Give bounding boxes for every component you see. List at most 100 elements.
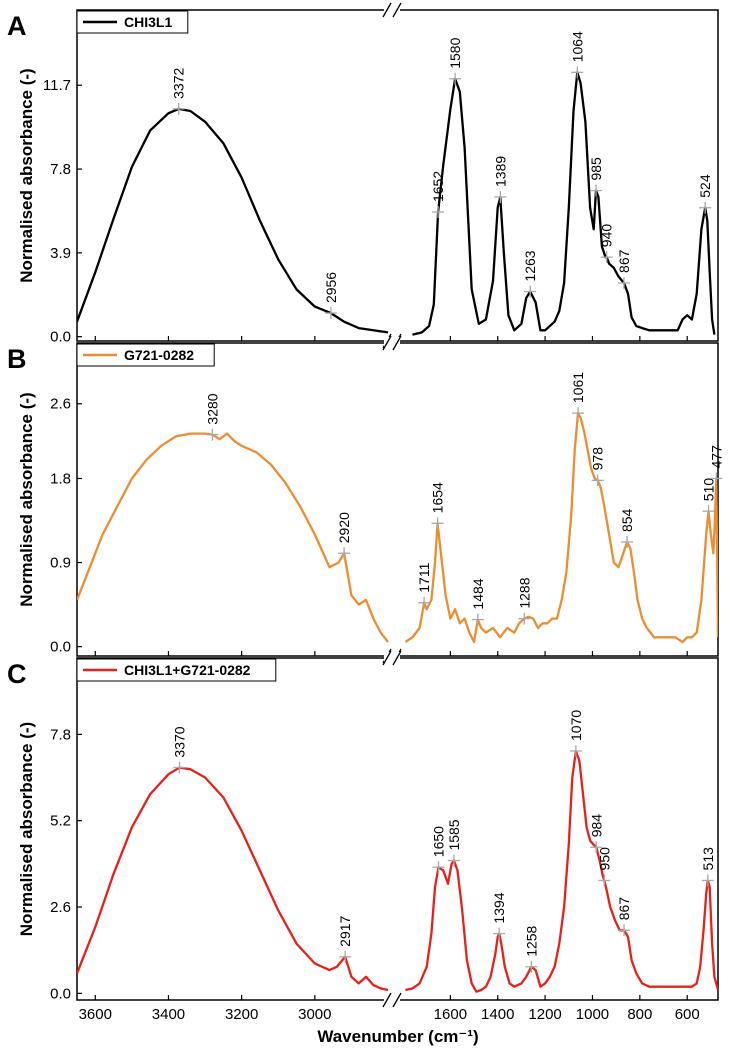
peak-marker — [432, 206, 445, 219]
legend: CHI3L1 — [76, 10, 189, 34]
axis-break-slash — [382, 335, 392, 351]
series-line-fingerprint — [412, 71, 716, 336]
panel-letter: B — [7, 344, 27, 374]
series-line-high-wavenumber — [77, 766, 389, 992]
peak-label: 950 — [596, 847, 612, 871]
peak-label: 984 — [588, 814, 604, 838]
peak-marker — [324, 307, 337, 320]
peak-label: 1258 — [523, 925, 539, 956]
peak-marker — [518, 612, 531, 625]
peak-label: 1394 — [491, 892, 507, 923]
legend-box — [76, 10, 189, 34]
y-tick-label: 2.6 — [50, 396, 71, 413]
x-tick-label: 1600 — [434, 1006, 467, 1023]
peak-marker — [172, 102, 185, 115]
y-tick-label: 2.6 — [50, 899, 71, 916]
x-tick-label: 800 — [627, 1006, 652, 1023]
x-tick-label: 3000 — [298, 1006, 331, 1023]
plot-frame — [76, 9, 719, 342]
peak-label: 985 — [588, 157, 604, 181]
peak-label: 524 — [697, 174, 713, 198]
plot-frame — [76, 657, 719, 1001]
y-tick-label: 0.9 — [50, 555, 71, 572]
y-tick-label: 7.8 — [50, 726, 71, 743]
x-tick-label: 1000 — [576, 1006, 609, 1023]
peak-marker — [471, 613, 484, 626]
peak-label: 1263 — [522, 250, 538, 281]
y-axis-label: Normalised absorbance (-) — [17, 68, 36, 282]
peak-marker — [206, 428, 219, 441]
peak-marker — [524, 285, 537, 298]
series-line-fingerprint — [404, 411, 718, 644]
peak-label: 477 — [708, 445, 724, 469]
y-axis-label: Normalised absorbance (-) — [17, 722, 36, 936]
peak-label: 978 — [590, 447, 606, 471]
peak-marker — [418, 596, 431, 609]
peak-label: 867 — [616, 249, 632, 273]
legend-box — [76, 343, 215, 367]
plot-frame — [76, 342, 719, 657]
axis-break-slash — [392, 992, 402, 1008]
peak-marker — [572, 407, 585, 420]
peak-marker — [571, 66, 584, 79]
peak-marker — [494, 190, 507, 203]
peak-label: 1064 — [569, 31, 585, 62]
peak-label: 513 — [700, 847, 716, 871]
peak-marker — [173, 761, 186, 774]
peak-marker — [617, 276, 630, 289]
peak-marker — [447, 854, 460, 867]
peak-marker — [339, 950, 352, 963]
peak-label: 867 — [616, 897, 632, 921]
panel-a: 0.0 3.9 7.8 11.7 3372 2956 1652 1580 1389 1263 106… — [7, 2, 719, 349]
y-tick-label: 0.0 — [50, 985, 71, 1002]
peak-label: 1484 — [470, 578, 486, 609]
legend-box — [76, 658, 277, 682]
peak-label: 510 — [701, 478, 717, 502]
axis-break — [382, 2, 402, 349]
peak-label: 2956 — [323, 272, 339, 303]
legend-label: CHI3L1 — [124, 14, 172, 30]
peak-marker — [432, 861, 445, 874]
x-tick-label: 3200 — [225, 1006, 258, 1023]
peak-label: 1650 — [431, 826, 447, 857]
peak-marker — [710, 472, 723, 485]
peak-marker — [600, 251, 613, 264]
peak-label: 3372 — [171, 68, 187, 99]
series-line-high-wavenumber — [77, 107, 389, 334]
x-axis: 3600 3400 3200 3000 1600 1400 1200 1000 800 600 Wa… — [79, 1006, 700, 1046]
peak-label: 1061 — [570, 372, 586, 403]
peak-label: 1585 — [446, 819, 462, 850]
panel-letter: A — [7, 11, 27, 41]
peak-marker — [493, 927, 506, 940]
peak-marker — [590, 841, 603, 854]
peak-marker — [449, 72, 462, 85]
peak-marker — [701, 874, 714, 887]
peak-label: 1070 — [568, 710, 584, 741]
panel-c: 0.0 2.6 5.2 7.8 3370 2917 1650 1585 1394 1258 1070… — [7, 650, 719, 1008]
peak-label: 1580 — [447, 37, 463, 68]
peak-marker — [569, 744, 582, 757]
peak-marker — [699, 201, 712, 214]
legend-label: G721-0282 — [124, 347, 194, 363]
axis-break-slash — [382, 992, 392, 1008]
x-tick-label: 3600 — [79, 1006, 112, 1023]
series-line-high-wavenumber — [77, 432, 389, 643]
x-tick-label: 600 — [675, 1006, 700, 1023]
peak-marker — [591, 474, 604, 487]
peak-label: 1288 — [516, 577, 532, 608]
y-tick-label: 5.2 — [50, 813, 71, 830]
y-tick-label: 0.0 — [50, 639, 71, 656]
peak-label: 3280 — [204, 393, 220, 424]
y-axis-label: Normalised absorbance (-) — [17, 392, 36, 606]
peak-marker — [702, 505, 715, 518]
y-tick-label: 0.0 — [50, 329, 71, 346]
x-tick-label: 1200 — [528, 1006, 561, 1023]
peak-label: 940 — [599, 224, 615, 248]
y-tick-label: 7.8 — [50, 161, 71, 178]
peak-marker — [338, 547, 351, 560]
y-tick-label: 3.9 — [50, 245, 71, 262]
peak-label: 2917 — [337, 915, 353, 946]
peak-label: 1654 — [430, 482, 446, 513]
panel-b: 0.0 0.9 1.8 2.6 3280 2920 1711 1654 1484 1288 1061… — [7, 335, 724, 664]
